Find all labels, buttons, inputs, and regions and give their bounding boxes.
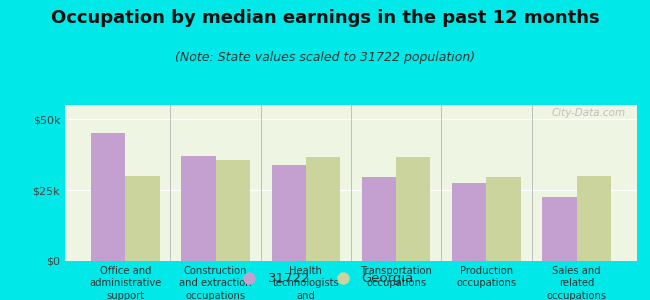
Bar — [362, 177, 396, 261]
Bar — [125, 176, 160, 261]
Bar — [486, 177, 521, 261]
Text: Occupation by median earnings in the past 12 months: Occupation by median earnings in the pas… — [51, 9, 599, 27]
Bar — [91, 134, 125, 261]
Bar — [181, 156, 216, 261]
Text: (Note: State values scaled to 31722 population): (Note: State values scaled to 31722 popu… — [175, 51, 475, 64]
Bar — [452, 183, 486, 261]
Bar — [542, 197, 577, 261]
Bar — [396, 158, 430, 261]
Bar — [216, 160, 250, 261]
Legend: 31722, Georgia: 31722, Georgia — [231, 267, 419, 290]
Text: City-Data.com: City-Data.com — [551, 108, 625, 118]
Bar — [272, 165, 306, 261]
Bar — [577, 176, 611, 261]
Bar — [306, 158, 340, 261]
